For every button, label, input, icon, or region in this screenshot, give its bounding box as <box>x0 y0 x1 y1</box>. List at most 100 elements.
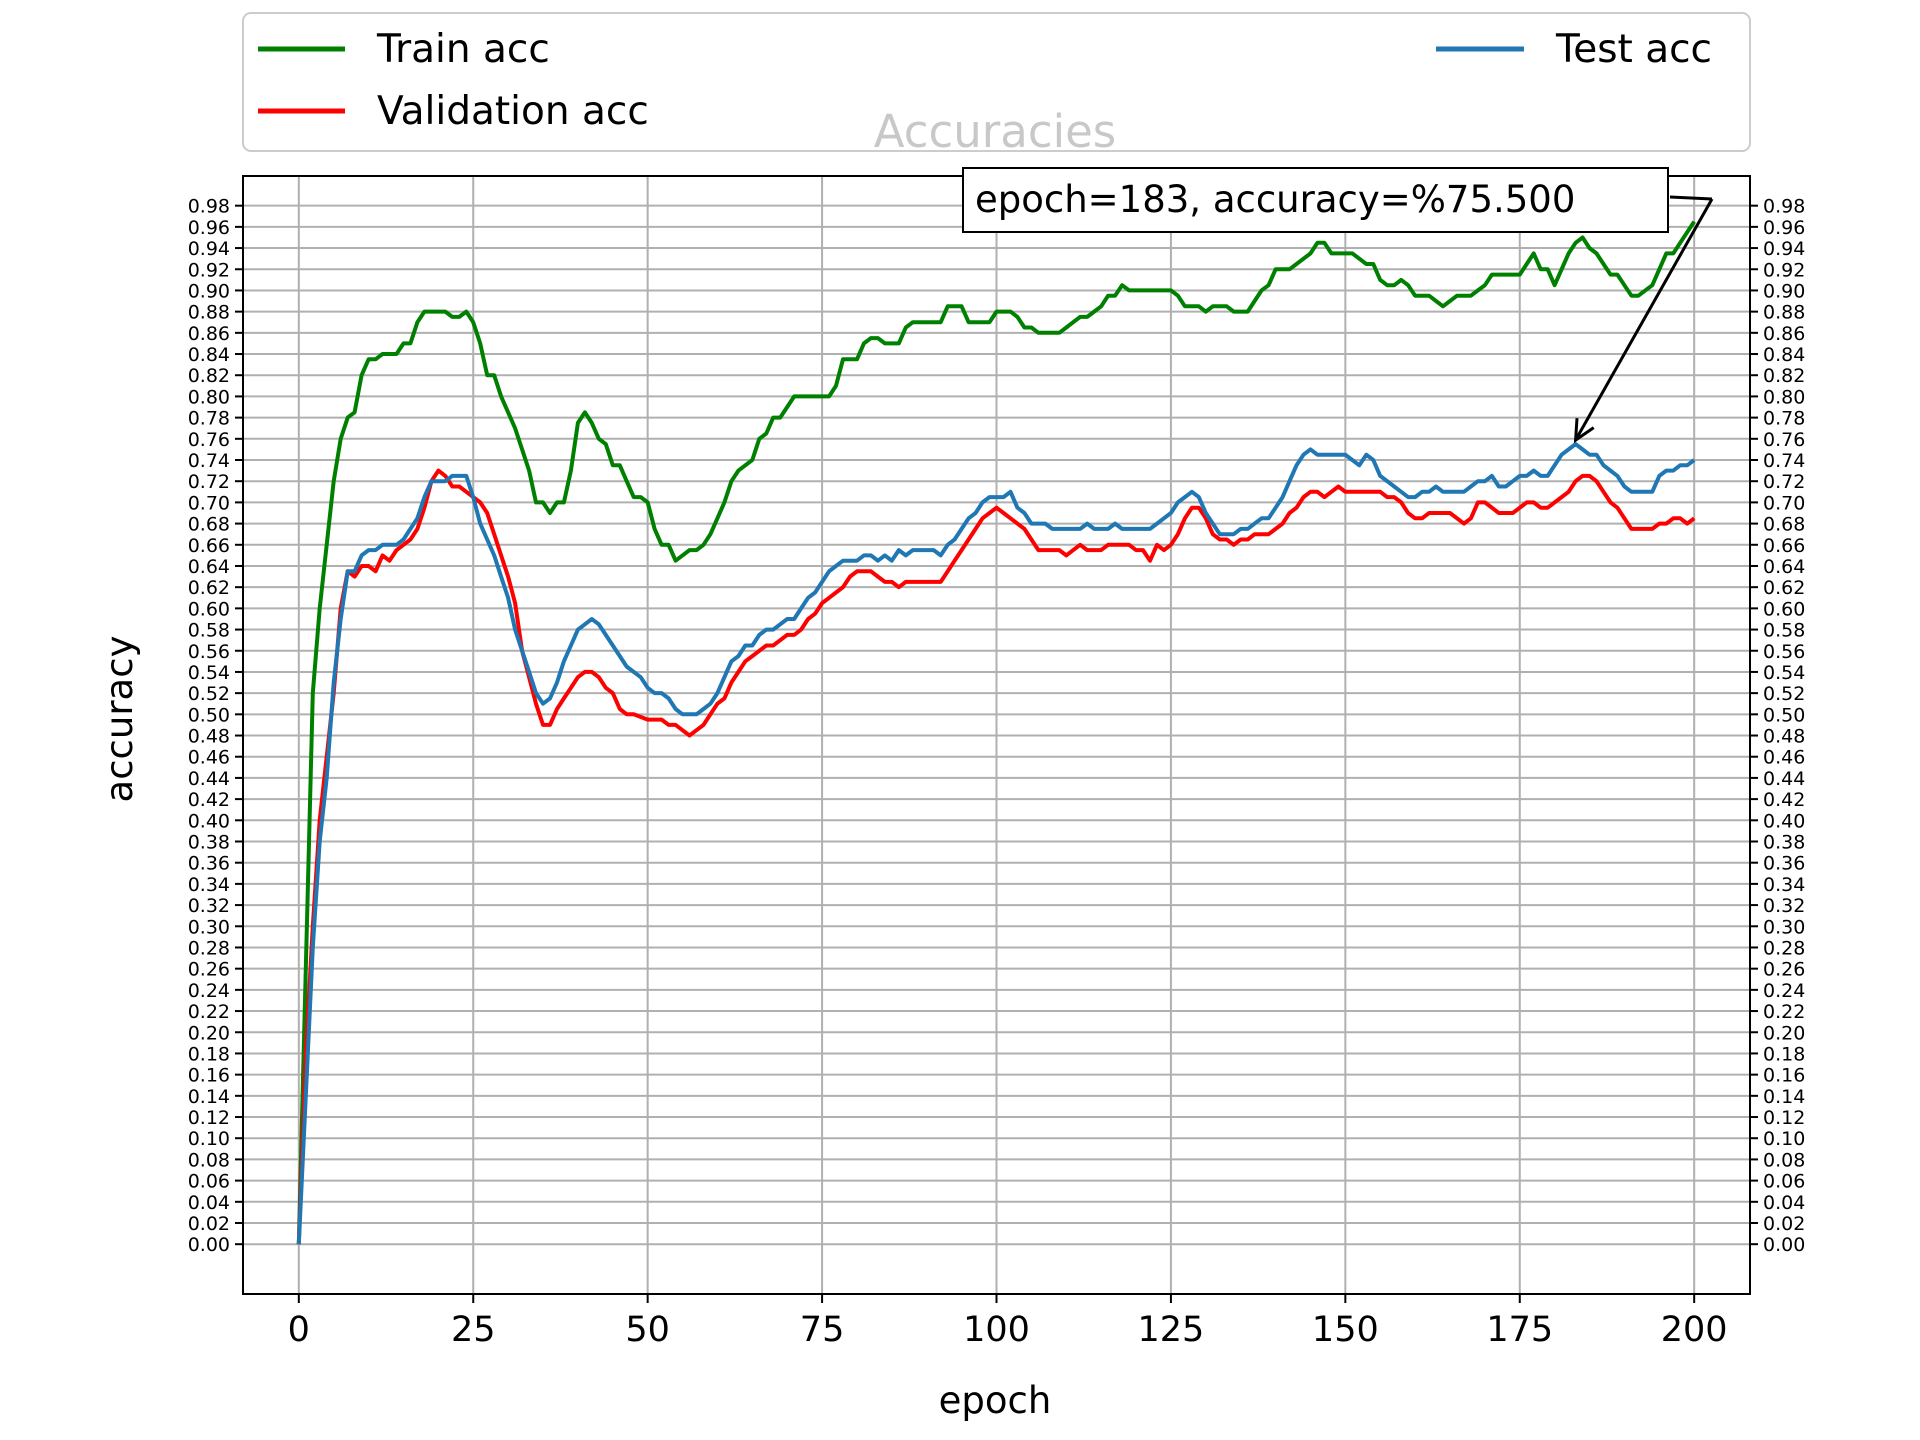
y-tick-label-right: 0.84 <box>1763 344 1805 366</box>
y-tick-label-left: 0.96 <box>188 217 230 239</box>
chart-title: Accuracies <box>874 105 1116 158</box>
y-tick-label-right: 0.12 <box>1763 1107 1805 1129</box>
y-tick-label-left: 0.06 <box>188 1171 230 1193</box>
y-tick-label-left: 0.48 <box>188 726 230 748</box>
y-tick-label-left: 0.40 <box>188 810 230 832</box>
y-tick-label-right: 0.18 <box>1763 1043 1805 1065</box>
y-tick-label-left: 0.08 <box>188 1149 230 1171</box>
y-tick-label-left: 0.54 <box>188 662 230 684</box>
y-tick-label-left: 0.92 <box>188 259 230 281</box>
y-tick-label-left: 0.98 <box>188 196 230 218</box>
annotation-text: epoch=183, accuracy=%75.500 <box>975 178 1575 221</box>
y-tick-label-right: 0.94 <box>1763 238 1805 260</box>
y-tick-label-left: 0.58 <box>188 620 230 642</box>
y-tick-label-right: 0.78 <box>1763 408 1805 430</box>
y-tick-label-right: 0.50 <box>1763 704 1805 726</box>
y-tick-label-right: 0.88 <box>1763 302 1805 324</box>
y-tick-label-right: 0.06 <box>1763 1171 1805 1193</box>
y-tick-label-left: 0.26 <box>188 959 230 981</box>
legend-label-train: Train acc <box>376 27 550 72</box>
y-tick-label-left: 0.64 <box>188 556 230 578</box>
y-tick-label-left: 0.80 <box>188 386 230 408</box>
y-tick-label-left: 0.70 <box>188 492 230 514</box>
y-tick-label-right: 0.24 <box>1763 980 1805 1002</box>
y-tick-label-right: 0.40 <box>1763 810 1805 832</box>
y-tick-label-left: 0.52 <box>188 683 230 705</box>
y-tick-label-right: 0.70 <box>1763 492 1805 514</box>
y-tick-label-right: 0.96 <box>1763 217 1805 239</box>
x-tick-label: 0 <box>288 1310 310 1350</box>
x-tick-label: 175 <box>1486 1310 1553 1350</box>
y-tick-label-left: 0.02 <box>188 1213 230 1235</box>
legend-label-validation: Validation acc <box>377 89 649 134</box>
y-tick-label-right: 0.00 <box>1763 1234 1805 1256</box>
y-tick-label-left: 0.94 <box>188 238 230 260</box>
x-tick-label: 200 <box>1661 1310 1728 1350</box>
y-tick-label-right: 0.52 <box>1763 683 1805 705</box>
y-tick-label-left: 0.32 <box>188 895 230 917</box>
y-tick-label-left: 0.22 <box>188 1001 230 1023</box>
y-tick-label-right: 0.58 <box>1763 620 1805 642</box>
y-tick-label-right: 0.10 <box>1763 1128 1805 1150</box>
y-tick-label-right: 0.34 <box>1763 874 1805 896</box>
y-tick-label-right: 0.46 <box>1763 747 1805 769</box>
y-tick-label-left: 0.66 <box>188 535 230 557</box>
y-tick-label-left: 0.56 <box>188 641 230 663</box>
y-tick-label-right: 0.72 <box>1763 471 1805 493</box>
y-tick-label-right: 0.66 <box>1763 535 1805 557</box>
y-tick-label-left: 0.00 <box>188 1234 230 1256</box>
annotation-arrow-tail <box>1670 197 1712 199</box>
y-tick-label-right: 0.62 <box>1763 577 1805 599</box>
legend-label-test: Test acc <box>1555 27 1712 72</box>
y-tick-label-left: 0.86 <box>188 323 230 345</box>
y-tick-label-left: 0.76 <box>188 429 230 451</box>
x-tick-label: 75 <box>800 1310 845 1350</box>
y-tick-label-left: 0.46 <box>188 747 230 769</box>
y-tick-label-left: 0.28 <box>188 937 230 959</box>
y-tick-label-left: 0.24 <box>188 980 230 1002</box>
y-tick-label-left: 0.30 <box>188 916 230 938</box>
y-tick-label-left: 0.12 <box>188 1107 230 1129</box>
y-tick-label-left: 0.88 <box>188 302 230 324</box>
y-tick-label-right: 0.64 <box>1763 556 1805 578</box>
y-tick-label-right: 0.02 <box>1763 1213 1805 1235</box>
y-tick-label-right: 0.22 <box>1763 1001 1805 1023</box>
y-tick-label-left: 0.90 <box>188 280 230 302</box>
x-tick-label: 100 <box>963 1310 1030 1350</box>
y-tick-label-right: 0.76 <box>1763 429 1805 451</box>
y-tick-label-left: 0.14 <box>188 1086 230 1108</box>
y-tick-label-left: 0.60 <box>188 598 230 620</box>
y-tick-label-right: 0.80 <box>1763 386 1805 408</box>
y-tick-label-right: 0.20 <box>1763 1022 1805 1044</box>
y-tick-label-left: 0.20 <box>188 1022 230 1044</box>
y-tick-label-left: 0.82 <box>188 365 230 387</box>
x-axis-label: epoch <box>939 1379 1052 1422</box>
y-tick-label-left: 0.34 <box>188 874 230 896</box>
y-tick-label-right: 0.86 <box>1763 323 1805 345</box>
y-tick-label-left: 0.50 <box>188 704 230 726</box>
y-tick-label-right: 0.74 <box>1763 450 1805 472</box>
y-tick-label-right: 0.28 <box>1763 937 1805 959</box>
y-tick-label-left: 0.42 <box>188 789 230 811</box>
x-tick-label: 50 <box>625 1310 670 1350</box>
y-tick-label-left: 0.78 <box>188 408 230 430</box>
y-tick-label-right: 0.68 <box>1763 514 1805 536</box>
y-tick-label-left: 0.36 <box>188 853 230 875</box>
x-tick-label: 125 <box>1138 1310 1205 1350</box>
y-axis-label: accuracy <box>98 636 141 803</box>
y-tick-label-left: 0.10 <box>188 1128 230 1150</box>
y-tick-label-right: 0.98 <box>1763 196 1805 218</box>
y-tick-label-right: 0.44 <box>1763 768 1805 790</box>
y-tick-label-left: 0.44 <box>188 768 230 790</box>
y-tick-label-right: 0.26 <box>1763 959 1805 981</box>
y-tick-label-right: 0.54 <box>1763 662 1805 684</box>
y-tick-label-right: 0.16 <box>1763 1065 1805 1087</box>
y-tick-label-left: 0.84 <box>188 344 230 366</box>
y-tick-label-right: 0.36 <box>1763 853 1805 875</box>
y-tick-label-left: 0.72 <box>188 471 230 493</box>
y-tick-label-right: 0.08 <box>1763 1149 1805 1171</box>
y-tick-label-left: 0.68 <box>188 514 230 536</box>
y-tick-label-right: 0.42 <box>1763 789 1805 811</box>
y-tick-label-right: 0.48 <box>1763 726 1805 748</box>
y-tick-label-right: 0.60 <box>1763 598 1805 620</box>
